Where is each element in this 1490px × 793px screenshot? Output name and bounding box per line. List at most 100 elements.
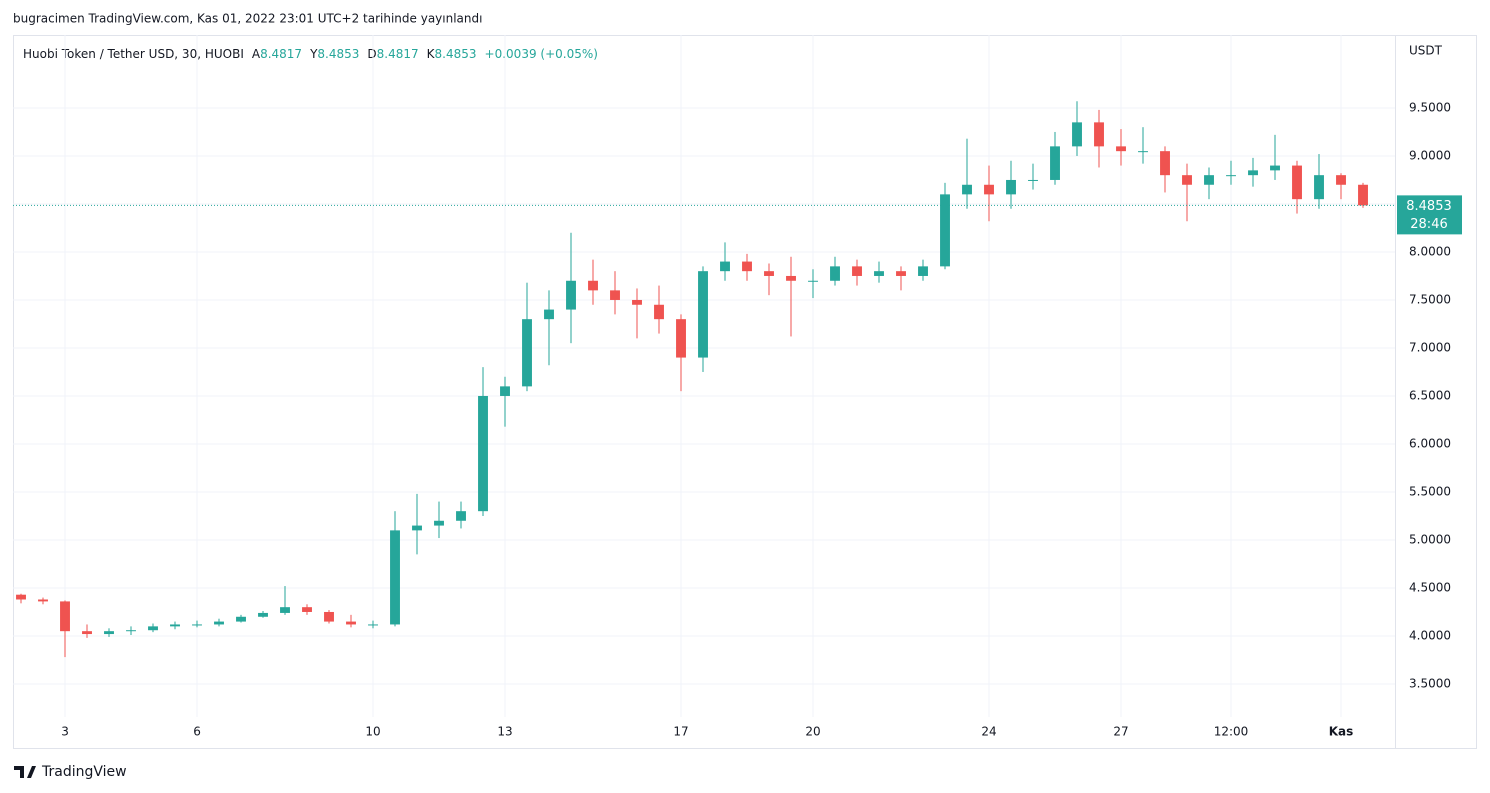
candle-body bbox=[1094, 122, 1104, 147]
candle-body bbox=[1336, 175, 1346, 185]
last-price-label: 8.4853 bbox=[1406, 199, 1452, 214]
candle-body bbox=[940, 194, 950, 267]
candle-body bbox=[148, 626, 158, 631]
candle-body bbox=[984, 184, 994, 195]
candle-body bbox=[1358, 184, 1368, 206]
y-tick-label: 7.0000 bbox=[1409, 340, 1451, 354]
candle-body bbox=[214, 621, 224, 625]
countdown-label: 28:46 bbox=[1410, 217, 1447, 232]
candle-body bbox=[1248, 170, 1258, 176]
candle-body bbox=[1006, 179, 1016, 195]
candle-body bbox=[676, 319, 686, 358]
y-tick-label: 9.0000 bbox=[1409, 148, 1451, 162]
legend-change: +0.0039 (+0.05%) bbox=[485, 47, 598, 61]
legend-value: 8.4853 bbox=[317, 47, 359, 61]
candle-body bbox=[126, 630, 136, 632]
y-tick-label: 3.5000 bbox=[1409, 676, 1451, 690]
legend-value: 8.4817 bbox=[260, 47, 302, 61]
brand-name: TradingView bbox=[41, 764, 127, 780]
candle-body bbox=[786, 275, 796, 281]
candle-body bbox=[874, 271, 884, 276]
candle-body bbox=[38, 599, 48, 602]
candle-body bbox=[258, 612, 268, 617]
x-tick-label: 27 bbox=[1113, 725, 1128, 739]
candle-body bbox=[962, 184, 972, 195]
candle-body bbox=[1292, 165, 1302, 200]
candle-body bbox=[1028, 179, 1038, 181]
candle-body bbox=[500, 386, 510, 396]
brand-logo bbox=[14, 766, 36, 778]
candle-body bbox=[104, 631, 114, 635]
candle-body bbox=[1072, 122, 1082, 147]
chart-frame bbox=[13, 35, 1477, 749]
y-tick-label: 8.0000 bbox=[1409, 244, 1451, 258]
candle-body bbox=[60, 601, 70, 632]
y-tick-label: 4.0000 bbox=[1409, 628, 1451, 642]
x-tick-label: 10 bbox=[365, 725, 380, 739]
candle-body bbox=[1270, 165, 1280, 171]
candle-body bbox=[478, 395, 488, 512]
legend-value: 8.4817 bbox=[377, 47, 419, 61]
candle-body bbox=[302, 607, 312, 612]
legend-key: D bbox=[367, 47, 376, 61]
x-tick-label: Kas bbox=[1329, 725, 1354, 739]
candle-body bbox=[588, 280, 598, 291]
candle-body bbox=[368, 624, 378, 626]
x-tick-label: 3 bbox=[61, 725, 69, 739]
legend-symbol: Huobi Token / Tether USD, 30, HUOBI bbox=[23, 47, 244, 61]
candle-body bbox=[1050, 146, 1060, 180]
last-price-badge bbox=[1397, 195, 1462, 235]
x-tick-label: 12:00 bbox=[1214, 725, 1249, 739]
x-tick-label: 20 bbox=[805, 725, 820, 739]
candle-body bbox=[654, 304, 664, 320]
legend: Huobi Token / Tether USD, 30, HUOBI A8.48… bbox=[23, 47, 598, 61]
candle-body bbox=[830, 266, 840, 281]
candle-body bbox=[1138, 151, 1148, 153]
candle-body bbox=[1116, 146, 1126, 152]
candle-body bbox=[16, 594, 26, 600]
y-tick-label: 7.5000 bbox=[1409, 292, 1451, 306]
brand: TradingView bbox=[14, 764, 127, 780]
candle-body bbox=[280, 607, 290, 613]
legend-key: Y bbox=[309, 47, 318, 61]
candle-body bbox=[346, 621, 356, 625]
candle-body bbox=[192, 624, 202, 626]
candle-body bbox=[324, 611, 334, 622]
candle-body bbox=[1204, 175, 1214, 185]
candle-body bbox=[632, 299, 642, 305]
published-note: bugracimen TradingView.com, Kas 01, 2022… bbox=[13, 12, 482, 26]
y-axis-title: USDT bbox=[1409, 44, 1443, 58]
legend-text: Huobi Token / Tether USD, 30, HUOBI A8.48… bbox=[23, 47, 598, 61]
candle-body bbox=[918, 266, 928, 276]
x-tick-label: 24 bbox=[981, 725, 996, 739]
candle-body bbox=[412, 525, 422, 531]
candle-body bbox=[82, 631, 92, 635]
candle-body bbox=[610, 290, 620, 300]
candle-body bbox=[896, 271, 906, 276]
candle-body bbox=[1226, 175, 1236, 177]
legend-key: K bbox=[427, 47, 436, 61]
legend-value: 8.4853 bbox=[435, 47, 477, 61]
candle-body bbox=[456, 511, 466, 521]
candle-body bbox=[434, 520, 444, 526]
candle-body bbox=[742, 261, 752, 272]
candle-body bbox=[808, 280, 818, 282]
candle-body bbox=[170, 624, 180, 627]
y-tick-label: 6.0000 bbox=[1409, 436, 1451, 450]
candle-body bbox=[544, 309, 554, 320]
candle-body bbox=[1314, 175, 1324, 200]
candle-body bbox=[236, 616, 246, 622]
x-tick-label: 13 bbox=[497, 725, 512, 739]
candle-body bbox=[698, 271, 708, 358]
x-tick-label: 6 bbox=[193, 725, 201, 739]
y-tick-label: 5.0000 bbox=[1409, 532, 1451, 546]
y-tick-label: 9.5000 bbox=[1409, 100, 1451, 114]
candle-body bbox=[1182, 175, 1192, 185]
y-tick-label: 4.5000 bbox=[1409, 580, 1451, 594]
candle-body bbox=[566, 280, 576, 310]
candle-body bbox=[720, 261, 730, 272]
candle-body bbox=[1160, 151, 1170, 176]
candle-body bbox=[852, 266, 862, 276]
legend-key: A bbox=[252, 47, 261, 61]
